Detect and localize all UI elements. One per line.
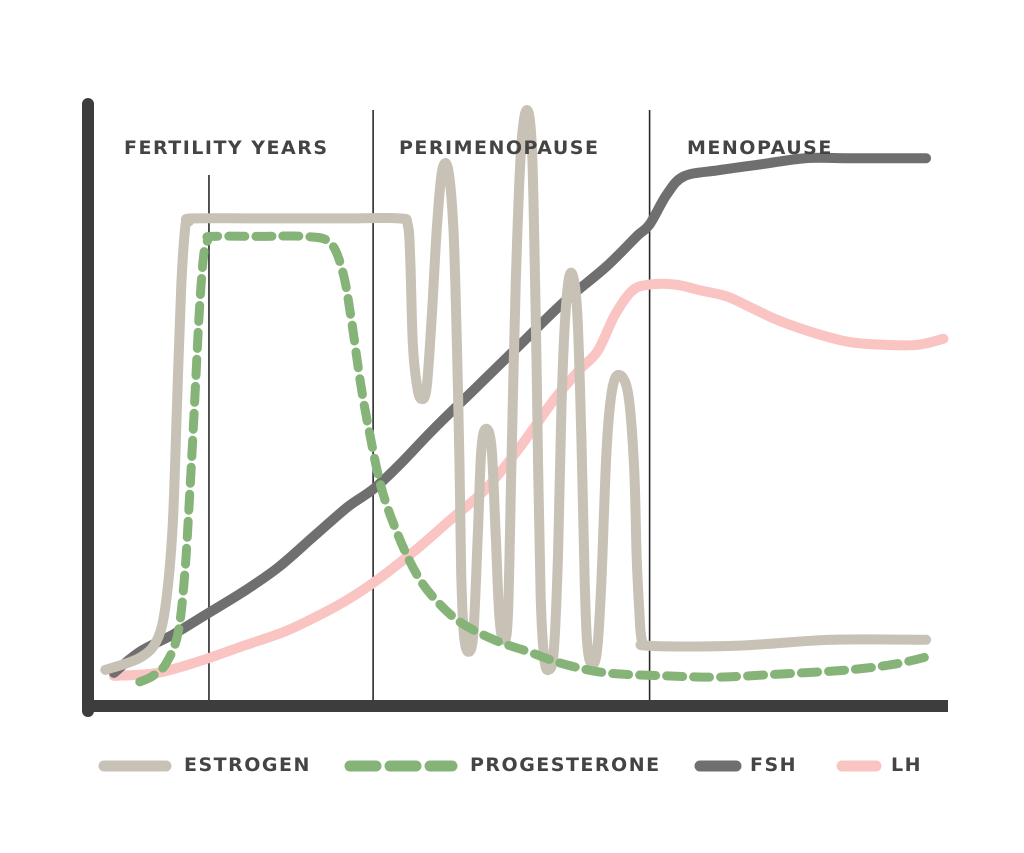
- series-line-fsh: [108, 152, 932, 678]
- series-line-lh: [108, 278, 949, 681]
- legend-label-progesterone: PROGESTERONE: [470, 754, 661, 776]
- legend-label-lh: LH: [891, 754, 923, 776]
- legend-label-fsh: FSH: [750, 754, 798, 776]
- series-layer: [100, 105, 949, 687]
- series-line-progesterone: [135, 231, 940, 687]
- series-line-estrogen: [100, 105, 932, 676]
- phase-label-fertility-years: FERTILITY YEARS: [124, 137, 329, 159]
- axes: [82, 98, 948, 717]
- phase-label-menopause: MENOPAUSE: [687, 137, 833, 159]
- legend-label-estrogen: ESTROGEN: [184, 754, 311, 776]
- phase-label-perimenopause: PERIMENOPAUSE: [399, 137, 600, 159]
